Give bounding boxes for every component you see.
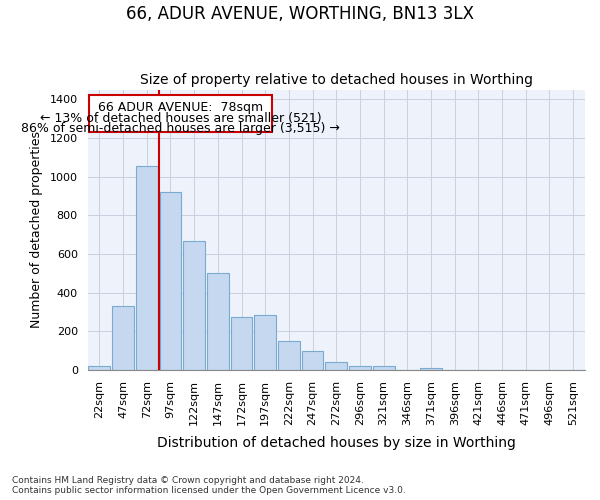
Text: 66 ADUR AVENUE:  78sqm: 66 ADUR AVENUE: 78sqm <box>98 101 263 114</box>
Bar <box>349 366 371 370</box>
Bar <box>420 368 442 370</box>
X-axis label: Distribution of detached houses by size in Worthing: Distribution of detached houses by size … <box>157 436 516 450</box>
Bar <box>207 274 229 370</box>
Bar <box>160 192 181 370</box>
Bar <box>112 306 134 370</box>
Text: 66, ADUR AVENUE, WORTHING, BN13 3LX: 66, ADUR AVENUE, WORTHING, BN13 3LX <box>126 5 474 23</box>
Title: Size of property relative to detached houses in Worthing: Size of property relative to detached ho… <box>140 73 533 87</box>
Text: Contains HM Land Registry data © Crown copyright and database right 2024.
Contai: Contains HM Land Registry data © Crown c… <box>12 476 406 495</box>
Bar <box>183 242 205 370</box>
Bar <box>254 315 276 370</box>
Bar <box>325 362 347 370</box>
Y-axis label: Number of detached properties: Number of detached properties <box>30 132 43 328</box>
Bar <box>373 366 395 370</box>
Text: 86% of semi-detached houses are larger (3,515) →: 86% of semi-detached houses are larger (… <box>21 122 340 136</box>
Bar <box>278 342 300 370</box>
Text: ← 13% of detached houses are smaller (521): ← 13% of detached houses are smaller (52… <box>40 112 322 125</box>
Bar <box>136 166 158 370</box>
Bar <box>88 366 110 370</box>
Bar <box>302 350 323 370</box>
FancyBboxPatch shape <box>89 96 272 132</box>
Bar <box>230 317 253 370</box>
